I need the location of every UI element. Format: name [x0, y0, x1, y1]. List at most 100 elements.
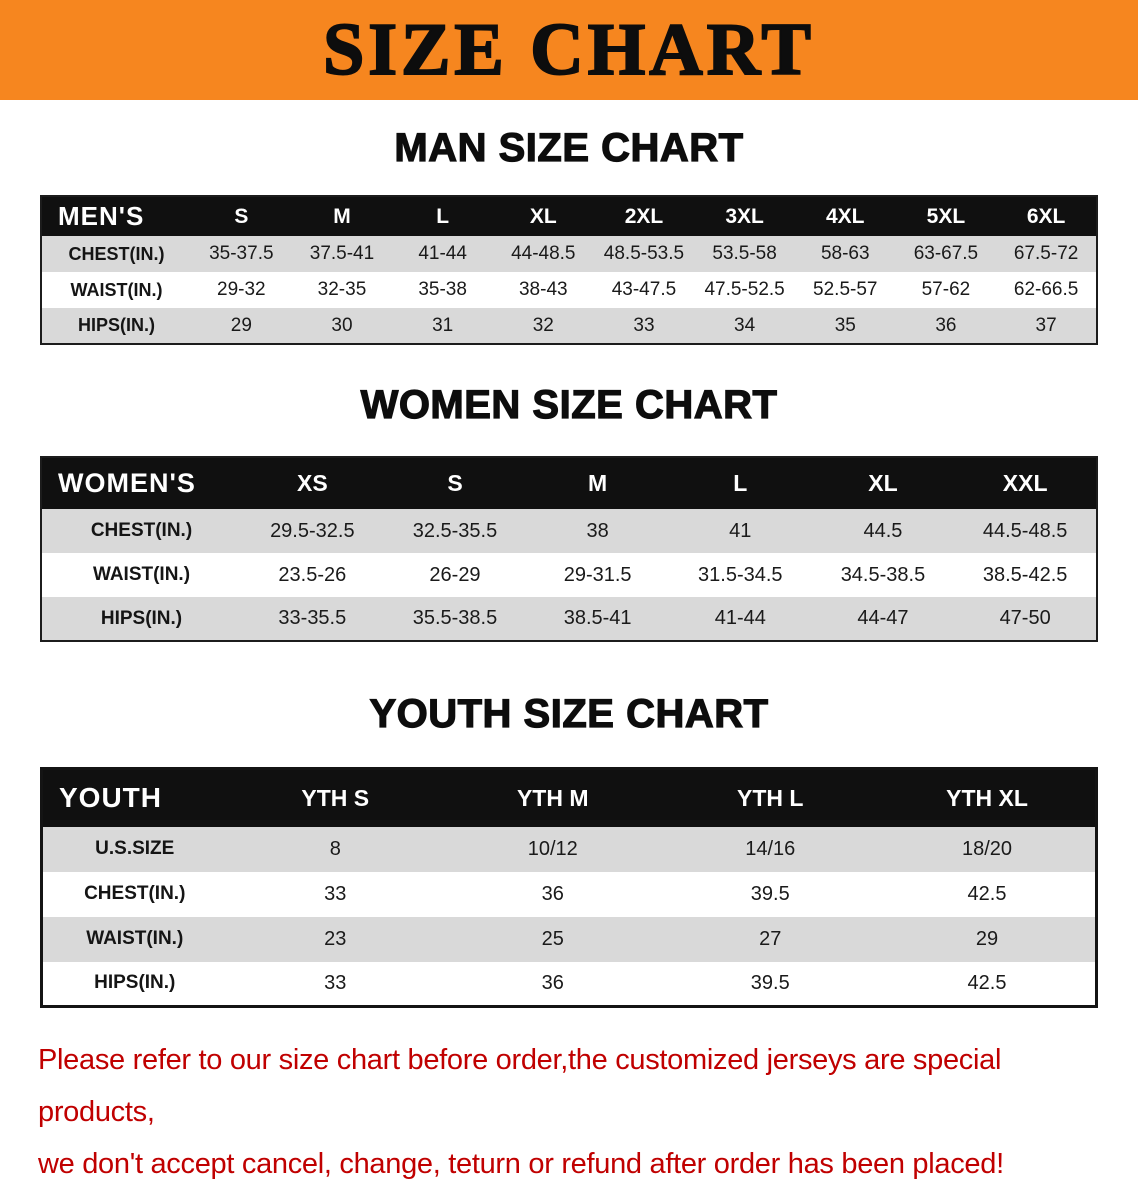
table-row: WAIST(IN.) 23 25 27 29 [41, 916, 1097, 962]
row-label-cell: WAIST(IN.) [86, 928, 184, 949]
size-value-cell: 34.5-38.5 [840, 563, 926, 586]
table-title-cell: MEN'S [41, 196, 191, 236]
table-row: U.S.SIZE 8 10/12 14/16 18/20 [41, 826, 1097, 872]
size-value-cell: 18/20 [961, 837, 1013, 860]
size-value-cell: 34 [734, 314, 756, 336]
size-value-cell: 43-47.5 [611, 279, 677, 300]
size-value-cell: 33 [324, 971, 347, 994]
size-value-cell: 63-67.5 [913, 243, 979, 264]
men-size-table: MEN'S S M L XL 2XL 3XL 4XL 5XL 6XL CHEST(IN.) 35-37… [40, 195, 1098, 345]
size-column-header: XL [492, 196, 594, 236]
table-row: HIPS(IN.) 29 30 31 32 33 34 35 36 37 [41, 308, 1097, 344]
size-column-header: YTH L [661, 768, 879, 827]
table-title-cell: YOUTH [41, 768, 227, 827]
size-column-header: M [526, 457, 669, 509]
table-row: CHEST(IN.) 35-37.5 37.5-41 41-44 44-48.5 48.5… [41, 236, 1097, 272]
size-value-cell: 32-35 [317, 279, 367, 300]
row-label-cell: CHEST(IN.) [90, 520, 193, 541]
row-label-cell: HIPS(IN.) [77, 315, 155, 335]
men-section-heading: MAN SIZE CHART [394, 125, 744, 170]
row-label-cell: HIPS(IN.) [94, 972, 176, 994]
size-value-cell: 62-66.5 [1013, 279, 1079, 300]
size-value-cell: 29.5-32.5 [270, 519, 355, 542]
table-title-cell: WOMEN'S [41, 457, 241, 509]
youth-size-table: YOUTH YTH S YTH M YTH L YTH XL U.S.SIZE 8 10/12… [40, 767, 1098, 1008]
size-column-header: S [383, 457, 527, 509]
size-value-cell: 36 [541, 971, 564, 994]
size-value-cell: 27 [759, 927, 782, 950]
size-value-cell: 29-32 [217, 279, 266, 300]
size-value-cell: 31 [432, 314, 454, 336]
size-value-cell: 38.5-42.5 [982, 563, 1068, 586]
size-value-cell: 32 [532, 314, 554, 336]
size-column-header: XL [811, 457, 955, 509]
row-label-cell: CHEST(IN.) [84, 883, 186, 904]
size-value-cell: 44-48.5 [511, 243, 576, 264]
size-value-cell: 36 [541, 882, 564, 905]
size-column-header: M [291, 196, 393, 236]
table-row: HIPS(IN.) 33 36 39.5 42.5 [41, 961, 1097, 1007]
size-column-header: L [668, 457, 812, 509]
size-column-header: 3XL [694, 196, 795, 236]
size-value-cell: 35-37.5 [209, 243, 274, 264]
size-column-header: S [191, 196, 292, 236]
size-column-header: L [392, 196, 493, 236]
row-label-cell: HIPS(IN.) [100, 607, 183, 629]
table-header-row: MEN'S S M L XL 2XL 3XL 4XL 5XL 6XL [41, 196, 1097, 236]
size-value-cell: 41-44 [418, 243, 467, 264]
size-value-cell: 44.5 [863, 519, 903, 542]
size-value-cell: 10/12 [527, 837, 578, 860]
table-header-row: YOUTH YTH S YTH M YTH L YTH XL [41, 768, 1097, 827]
women-section-heading: WOMEN SIZE CHART [360, 382, 778, 427]
size-value-cell: 42.5 [967, 971, 1007, 994]
size-value-cell: 23 [324, 927, 347, 950]
table-row: WAIST(IN.) 29-32 32-35 35-38 38-43 43-47.5 47.… [41, 272, 1097, 308]
youth-section-heading: YOUTH SIZE CHART [369, 691, 769, 736]
size-value-cell: 58-63 [820, 243, 870, 264]
banner: SIZE CHART [0, 0, 1138, 100]
size-column-header: 5XL [895, 196, 997, 236]
size-value-cell: 26-29 [429, 563, 481, 586]
size-value-cell: 52.5-57 [813, 279, 878, 300]
size-column-header: 4XL [794, 196, 896, 236]
men-size-section: MAN SIZE CHART MEN'S S M L XL 2XL 3XL 4XL 5XL 6XL… [0, 100, 1138, 345]
size-value-cell: 33 [633, 314, 655, 336]
size-column-header: XXL [954, 457, 1097, 509]
size-value-cell: 29 [230, 314, 252, 336]
row-label-cell: WAIST(IN.) [92, 564, 191, 585]
size-value-cell: 41 [729, 519, 752, 542]
size-value-cell: 14/16 [745, 837, 796, 860]
notice-line-2: we don't accept cancel, change, teturn o… [38, 1148, 1004, 1180]
size-value-cell: 47-50 [999, 607, 1051, 629]
page-title: SIZE CHART [322, 9, 815, 91]
size-value-cell: 41-44 [714, 607, 766, 629]
table-row: WAIST(IN.) 23.5-26 26-29 29-31.5 31.5-34.5 34… [41, 553, 1097, 597]
size-value-cell: 47.5-52.5 [704, 279, 785, 300]
size-value-cell: 36 [935, 314, 957, 336]
women-size-section: WOMEN SIZE CHART WOMEN'S XS S M L XL XXL CHEST(… [0, 345, 1138, 642]
size-column-header: XS [241, 457, 384, 509]
size-value-cell: 37.5-41 [309, 243, 375, 264]
size-column-header: YTH S [226, 768, 444, 827]
size-value-cell: 29-31.5 [563, 563, 632, 586]
table-row: HIPS(IN.) 33-35.5 35.5-38.5 38.5-41 41-44 44-… [41, 597, 1097, 641]
size-value-cell: 42.5 [967, 882, 1007, 905]
size-value-cell: 25 [541, 927, 564, 950]
women-size-table: WOMEN'S XS S M L XL XXL CHEST(IN.) 29.5-32.5 32.5… [40, 456, 1098, 642]
row-label-cell: WAIST(IN.) [70, 279, 163, 300]
table-row: CHEST(IN.) 29.5-32.5 32.5-35.5 38 41 44.5 44.5… [41, 509, 1097, 553]
size-value-cell: 53.5-58 [712, 243, 777, 264]
order-notice: Please refer to our size chart before or… [0, 1034, 1138, 1190]
size-value-cell: 37 [1035, 314, 1057, 336]
size-value-cell: 33 [324, 882, 347, 905]
table-header-row: WOMEN'S XS S M L XL XXL [41, 457, 1097, 509]
size-value-cell: 44.5-48.5 [982, 519, 1068, 542]
row-label-cell: U.S.SIZE [95, 838, 175, 859]
size-value-cell: 57-62 [921, 279, 971, 300]
size-value-cell: 38 [586, 519, 609, 542]
size-value-cell: 39.5 [750, 971, 790, 994]
row-label-cell: CHEST(IN.) [68, 243, 165, 264]
size-value-cell: 35-38 [418, 279, 467, 300]
size-value-cell: 35.5-38.5 [412, 607, 498, 629]
